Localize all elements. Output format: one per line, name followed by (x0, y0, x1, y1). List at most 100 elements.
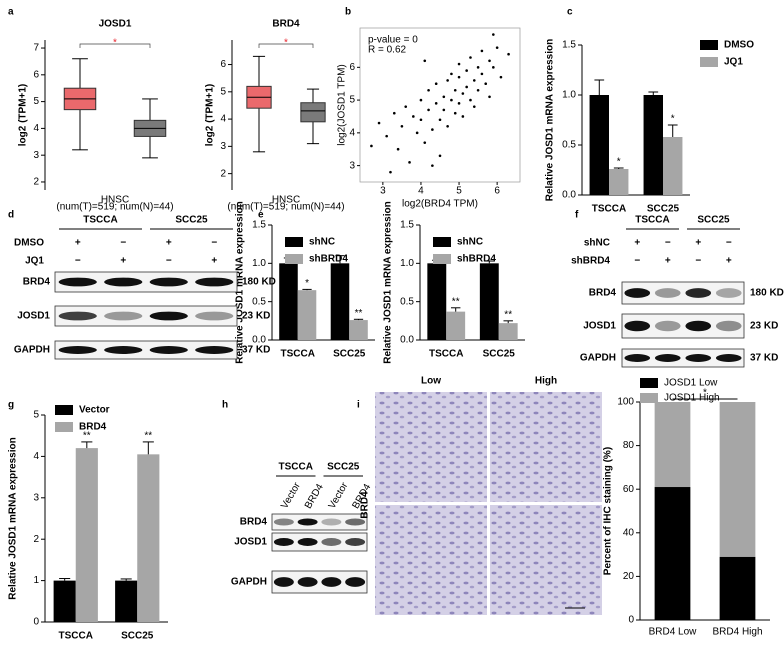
legend-swatch (55, 405, 73, 415)
y-axis-label: Percent of IHC staining (%) (603, 447, 614, 575)
annotation: p-value = 0 (368, 35, 418, 46)
significance-label: ** (452, 296, 460, 307)
bar (75, 448, 98, 622)
y-tick-label: 100 (617, 397, 634, 408)
point (476, 88, 480, 92)
y-tick-label: 0.5 (562, 140, 576, 151)
condition-mark: − (726, 238, 732, 249)
panel-letter: d (8, 210, 14, 221)
band-label: BRD4 (589, 288, 617, 299)
point (457, 62, 461, 66)
legend-label: JQ1 (724, 57, 743, 68)
band-label: GAPDH (231, 577, 267, 588)
significance-label: ** (504, 309, 512, 320)
bar (297, 290, 317, 340)
condition-mark: − (75, 256, 81, 267)
band (715, 354, 742, 362)
blot-frame (621, 348, 745, 368)
blot-frame (621, 313, 745, 339)
condition-label: JQ1 (25, 256, 44, 267)
legend-swatch (55, 422, 73, 432)
band (321, 538, 342, 546)
y-axis-label: log2 (TPM+1) (18, 84, 29, 147)
x-axis-label: HNSC (272, 195, 300, 206)
point (400, 124, 404, 128)
band (624, 288, 651, 298)
x-tick-label: TSCCA (281, 349, 315, 360)
point (438, 154, 442, 158)
band-label: JOSD1 (234, 537, 267, 548)
legend-swatch (433, 254, 451, 264)
x-tick-label: SCC25 (483, 349, 516, 360)
point (415, 131, 419, 135)
point (461, 92, 465, 95)
legend-label: BRD4 (79, 422, 107, 433)
point (442, 108, 446, 112)
legend-swatch (700, 40, 718, 50)
band (195, 277, 234, 287)
blot-frame (271, 570, 368, 594)
y-tick-label: 7 (33, 43, 39, 54)
y-tick-label: 6 (220, 59, 226, 70)
point (472, 105, 476, 108)
lane-label: Vector (327, 480, 351, 511)
ihc-image (490, 505, 602, 615)
point (427, 108, 430, 112)
bar-segment (719, 556, 756, 620)
band (654, 320, 681, 332)
point (427, 88, 430, 92)
point (434, 102, 438, 105)
point (423, 59, 427, 63)
chart-title: BRD4 (272, 19, 300, 30)
band-label: BRD4 (23, 277, 51, 288)
size-label: 37 KD (750, 353, 778, 364)
y-tick-label: 4 (220, 114, 226, 125)
panel-letter: i (357, 400, 360, 411)
significance-label: ** (144, 431, 152, 442)
x-tick-label: TSCCA (592, 204, 626, 215)
y-tick-label: 1.0 (252, 258, 266, 269)
band (624, 354, 651, 362)
plot-frame (359, 27, 521, 183)
point (484, 82, 488, 86)
x-axis-label: HNSC (101, 195, 129, 206)
box (300, 102, 326, 123)
legend-label: shBRD4 (309, 254, 348, 265)
condition-label: shNC (584, 238, 610, 249)
point (446, 124, 449, 128)
band (58, 277, 97, 287)
y-axis-label: Relative JOSD1 mRNA expression (545, 39, 556, 201)
y-tick-label: 1.0 (400, 258, 414, 269)
x-axis-label: (num(T)=519; num(N)=44) (56, 202, 173, 213)
point (370, 144, 373, 148)
band (273, 518, 294, 526)
band (195, 311, 234, 321)
point (480, 49, 484, 53)
band-label: GAPDH (580, 353, 616, 364)
column-group-label: SCC25 (697, 215, 730, 226)
panel-letter: h (222, 400, 228, 411)
point (488, 59, 491, 63)
legend-swatch (433, 237, 451, 247)
y-tick-label: 3 (349, 160, 355, 171)
bar (349, 320, 368, 340)
panel-letter: f (575, 210, 579, 221)
bar (609, 169, 629, 195)
condition-mark: − (665, 238, 671, 249)
point (492, 66, 495, 69)
significance-bracket (79, 43, 151, 48)
band (715, 288, 742, 298)
y-tick-label: 4 (33, 123, 39, 134)
significance-label: * (113, 38, 117, 49)
point (492, 33, 495, 36)
band (149, 311, 188, 321)
bar (427, 263, 447, 340)
column-group-label: SCC25 (175, 215, 208, 226)
band (654, 288, 681, 298)
column-group-label: TSCCA (279, 462, 313, 473)
point (377, 121, 381, 125)
point (480, 72, 484, 76)
point (465, 85, 468, 89)
point (412, 115, 415, 118)
